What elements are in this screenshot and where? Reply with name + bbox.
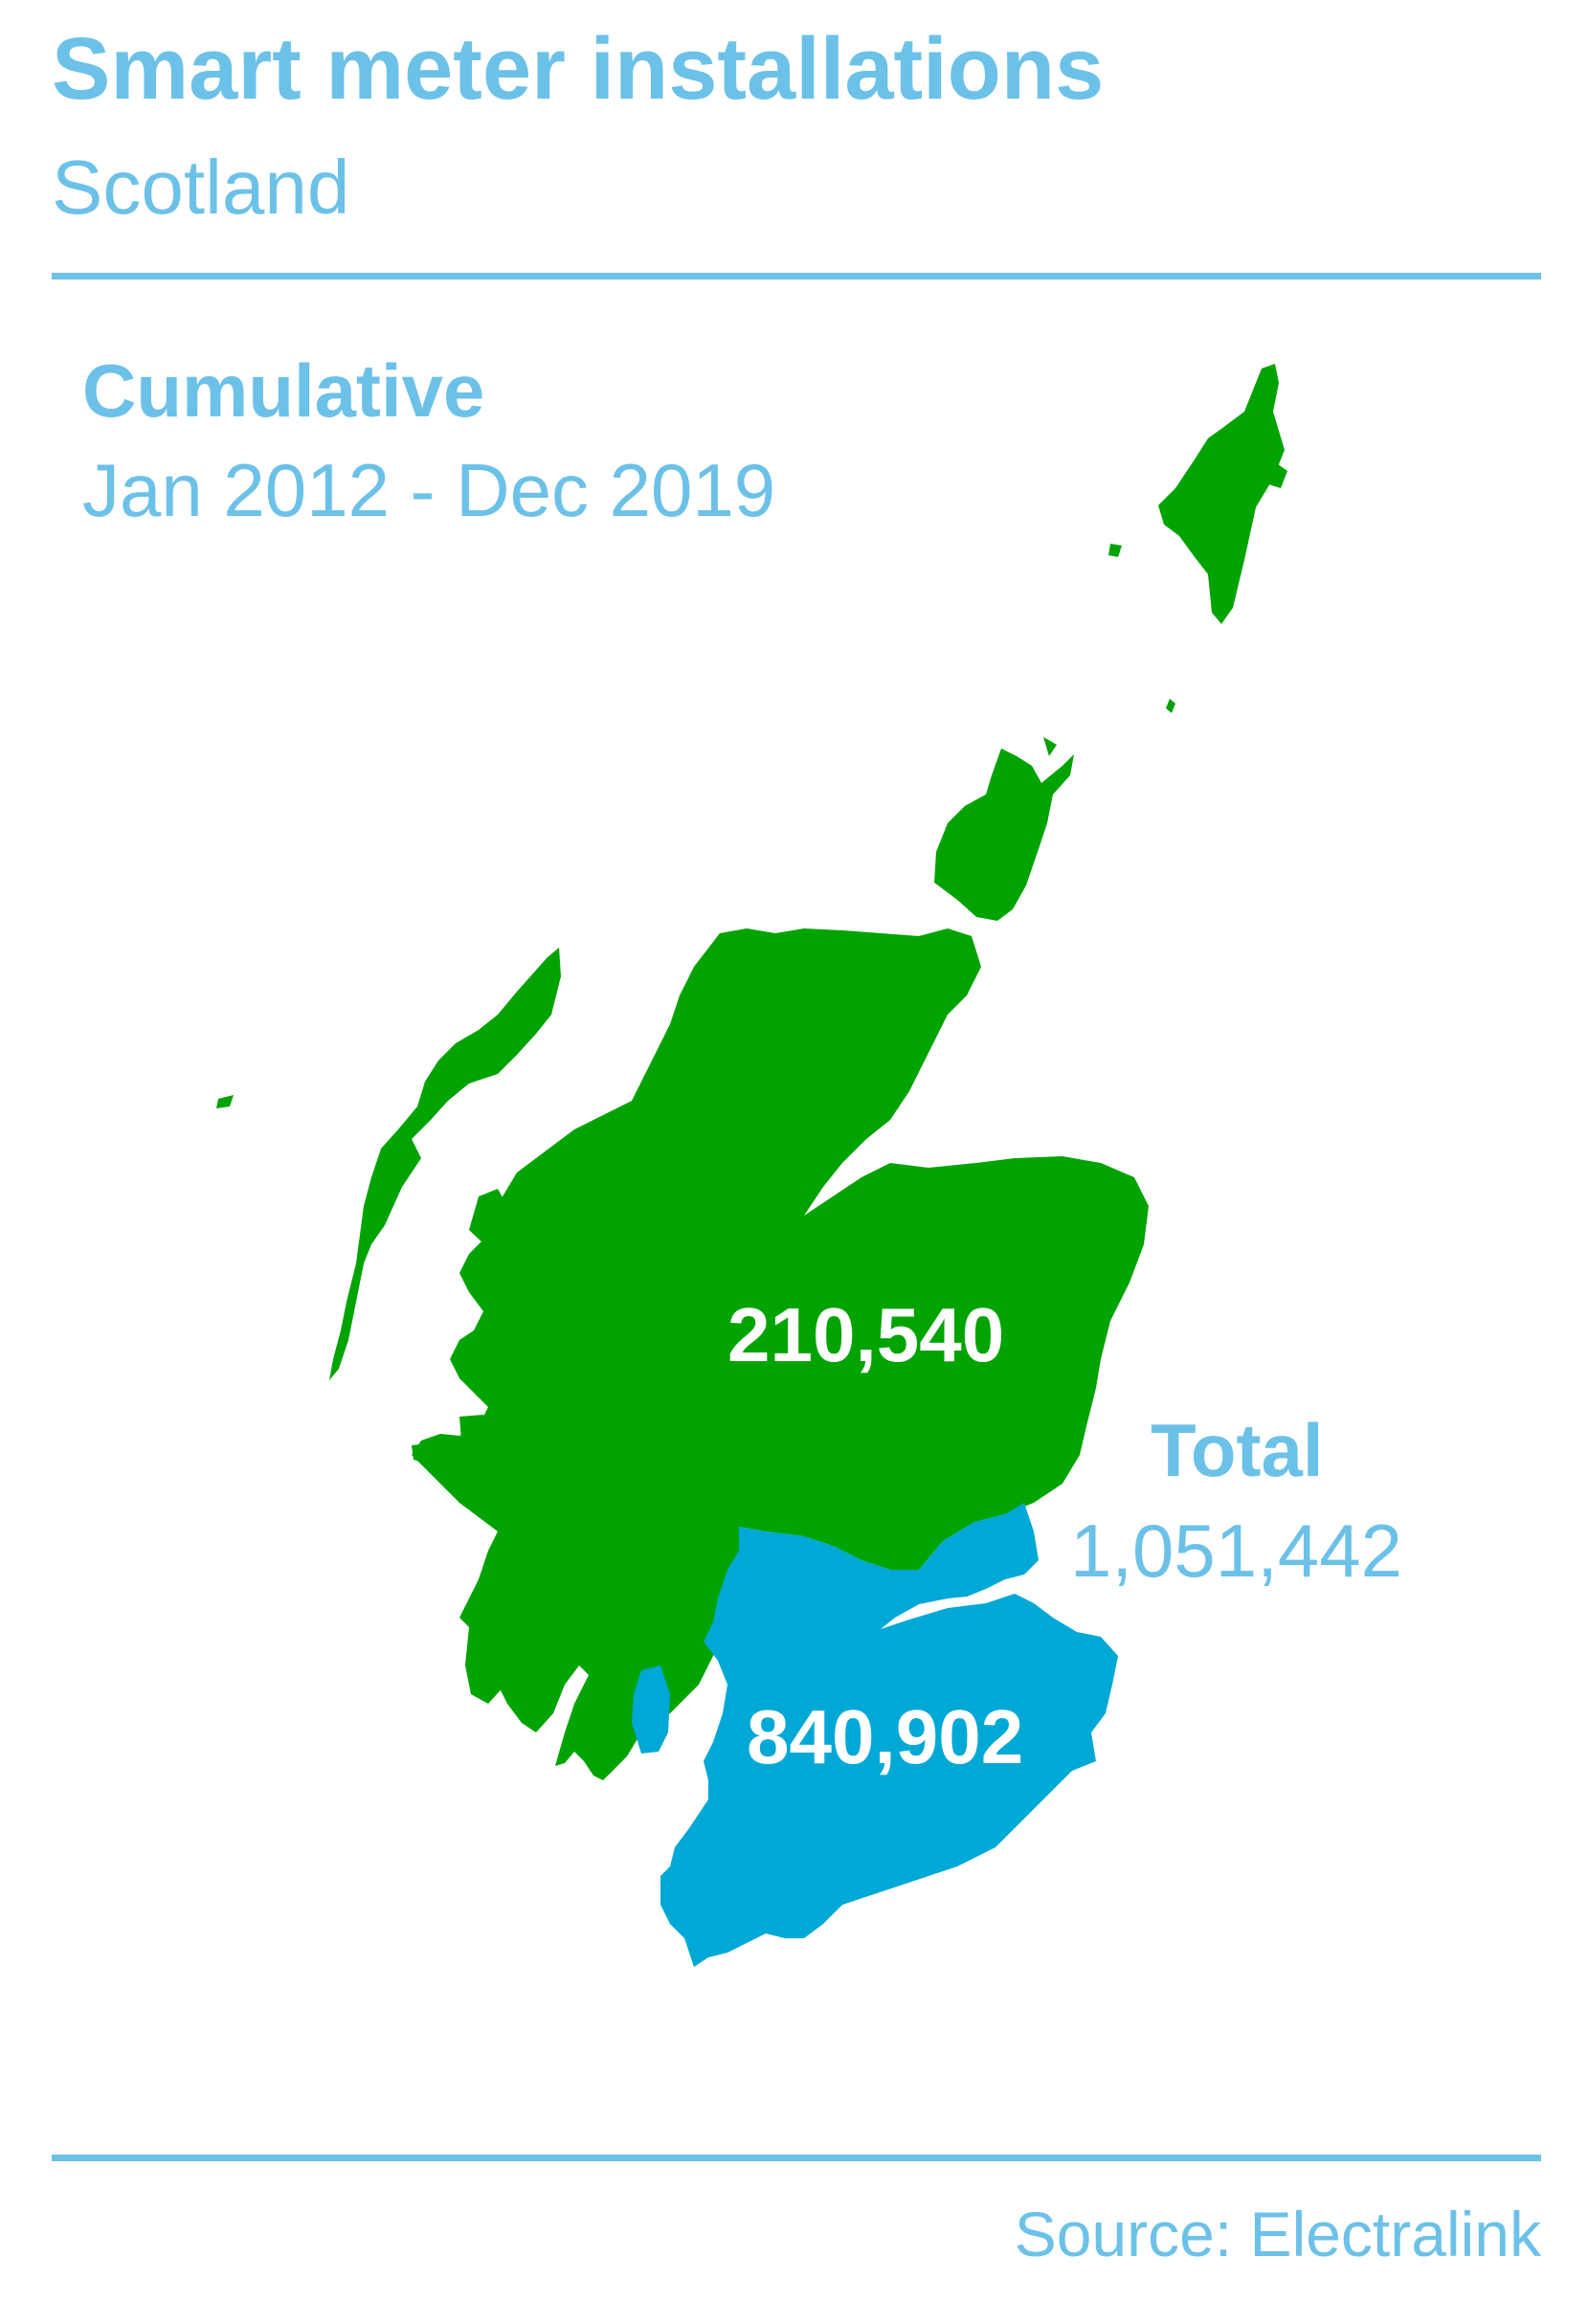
period-label: Cumulative (82, 348, 485, 433)
bottom-divider (52, 2155, 1541, 2161)
inner-hebrides (412, 1189, 546, 1704)
total-value: 1,051,442 (1070, 1508, 1403, 1593)
source-credit: Source: Electralink (1014, 2199, 1541, 2269)
north-region (412, 928, 1149, 1780)
period-range: Jan 2012 - Dec 2019 (82, 448, 776, 532)
south-region-value: 840,902 (747, 1694, 1024, 1779)
orkney-islands (934, 737, 1074, 921)
south-region (632, 1503, 1118, 1967)
north-region-value: 210,540 (727, 1292, 1005, 1377)
page-subtitle: Scotland (52, 145, 350, 230)
outer-hebrides (216, 948, 561, 1380)
total-label: Total (1151, 1408, 1324, 1492)
top-divider (52, 273, 1541, 279)
page-title: Smart meter installations (52, 20, 1105, 118)
shetland-islands (1108, 364, 1287, 713)
